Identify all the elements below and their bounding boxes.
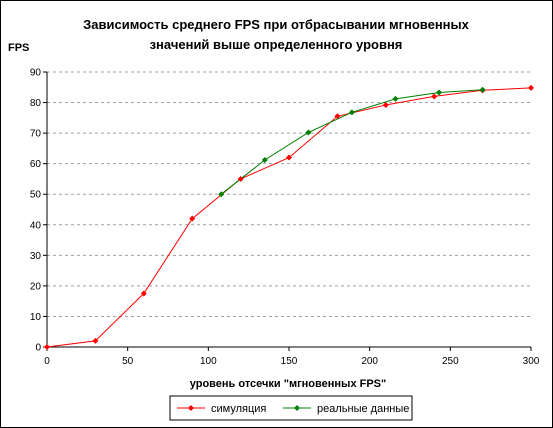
x-tick-label: 150: [281, 356, 298, 367]
y-tick-label: 10: [30, 312, 42, 323]
y-tick-label: 40: [30, 220, 42, 231]
data-point-simulation: [140, 290, 147, 297]
x-tick-label: 300: [523, 356, 540, 367]
data-point-simulation: [286, 154, 292, 161]
series-line-simulation: [46, 87, 532, 348]
y-tick-label: 30: [30, 251, 42, 262]
data-point-simulation: [189, 215, 196, 222]
x-tick-label: 50: [122, 356, 134, 367]
grid-lines: [47, 71, 531, 317]
data-point-simulation: [528, 84, 534, 91]
x-tick-label: 250: [442, 356, 459, 367]
x-tick-label: 0: [44, 356, 50, 367]
chart-title-line-2: значений выше определенного уровня: [150, 37, 403, 52]
y-tick-label: 50: [30, 190, 42, 201]
chart-title-line-1: Зависимость среднего FPS при отбрасывани…: [83, 17, 470, 32]
x-tick-label: 200: [361, 356, 378, 367]
data-point-simulation: [382, 102, 389, 108]
y-tick-label: 20: [30, 281, 42, 292]
tick-labels: 0 10 20 30 40 50 60 70 80 90 0 50 100 150 200 250 300: [30, 68, 540, 368]
series-line-real-data: [220, 89, 483, 195]
y-tick-label: 80: [30, 98, 42, 109]
data-point-simulation: [92, 337, 99, 344]
legend: симуляция реальные данные: [169, 395, 413, 421]
data-point-real-data: [218, 191, 225, 198]
legend-marker-simulation: [188, 405, 194, 411]
data-point-real-data: [392, 95, 399, 102]
y-tick-label: 70: [30, 129, 42, 140]
data-point-simulation: [44, 344, 50, 350]
data-point-real-data: [436, 89, 443, 96]
data-point-simulation: [237, 175, 244, 182]
data-point-simulation: [431, 93, 438, 100]
y-tick-label: 90: [30, 68, 42, 79]
series-markers: [44, 84, 534, 350]
series-lines: [46, 87, 532, 348]
legend-label-simulation: симуляция: [211, 403, 266, 415]
legend-marker-real-data: [294, 405, 300, 411]
y-tick-label: 60: [30, 159, 42, 170]
y-axis-title: FPS: [8, 42, 29, 54]
x-axis-title: уровень отсечки "мгновенных FPS": [190, 378, 386, 390]
data-point-simulation: [334, 113, 341, 120]
data-point-real-data: [261, 157, 268, 163]
y-tick-label: 0: [35, 343, 41, 354]
x-tick-label: 100: [200, 356, 217, 367]
axes: [43, 71, 532, 351]
legend-label-real-data: реальные данные: [317, 403, 409, 415]
data-point-real-data: [348, 109, 355, 116]
data-point-real-data: [305, 129, 312, 136]
data-point-real-data: [479, 86, 486, 93]
